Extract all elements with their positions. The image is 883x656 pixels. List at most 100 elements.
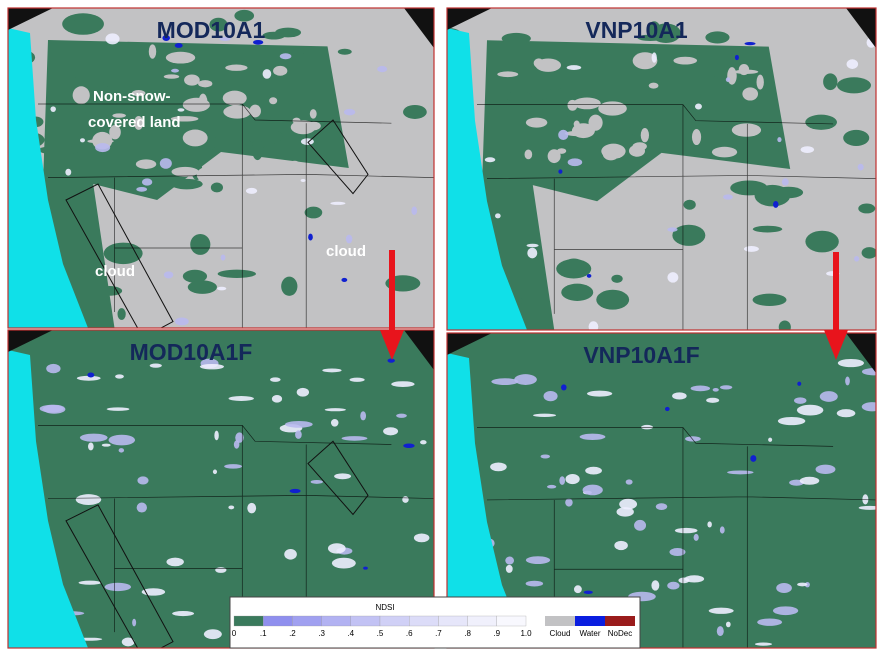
snow xyxy=(104,582,132,592)
water xyxy=(174,43,183,48)
cloud xyxy=(648,82,659,89)
snow xyxy=(343,108,356,116)
snow xyxy=(776,583,792,594)
snow xyxy=(858,505,876,510)
annotation: cloud xyxy=(326,243,366,260)
snow xyxy=(708,607,734,614)
snow xyxy=(284,548,297,560)
cloud xyxy=(524,149,533,160)
panel-title: MOD10A1 xyxy=(157,17,266,43)
legend-swatch xyxy=(545,616,575,626)
legend-tick-label: .7 xyxy=(435,629,442,638)
cloud xyxy=(148,44,157,59)
snow xyxy=(846,59,859,69)
snow xyxy=(174,317,189,326)
cloud xyxy=(598,101,627,116)
snow xyxy=(177,108,185,112)
snow xyxy=(566,65,582,70)
land xyxy=(152,109,164,131)
colorbar-segment xyxy=(350,615,381,627)
snow xyxy=(819,391,838,402)
snow xyxy=(132,618,137,627)
land xyxy=(778,320,791,330)
legend-tick-label: 1.0 xyxy=(520,629,532,638)
no-data xyxy=(846,8,876,48)
snow xyxy=(836,409,856,418)
water xyxy=(403,443,415,449)
snow xyxy=(800,146,815,153)
water xyxy=(583,590,593,595)
legend-tick-label: .1 xyxy=(260,629,267,638)
snow xyxy=(525,580,544,587)
water xyxy=(387,358,395,363)
cloud xyxy=(533,58,544,68)
land xyxy=(304,206,323,219)
snow xyxy=(794,397,807,404)
snow xyxy=(565,474,580,485)
snow xyxy=(614,540,628,551)
snow xyxy=(101,443,111,447)
cloud xyxy=(691,129,702,146)
land xyxy=(262,31,286,40)
snow xyxy=(345,234,353,244)
panel-title: VNP10A1F xyxy=(583,342,699,368)
snow xyxy=(295,430,302,439)
cloud xyxy=(602,147,619,161)
snow xyxy=(166,557,184,567)
snow xyxy=(228,396,254,401)
annotation: Non-snow- xyxy=(93,88,170,105)
panel-title: VNP10A1 xyxy=(585,17,687,43)
snow xyxy=(757,618,783,626)
land xyxy=(38,40,349,328)
snow xyxy=(95,143,111,153)
snow xyxy=(136,502,147,513)
legend-tick-label: .6 xyxy=(406,629,413,638)
water xyxy=(341,277,348,283)
snow xyxy=(543,391,558,402)
state-border xyxy=(38,425,434,648)
cloud xyxy=(196,166,218,183)
map-panel xyxy=(8,8,434,328)
cloud xyxy=(734,69,759,74)
state-border xyxy=(38,103,434,328)
snow xyxy=(228,505,235,510)
land xyxy=(561,283,594,301)
panel-title: MOD10A1F xyxy=(130,339,253,365)
colorbar-segment xyxy=(233,615,264,627)
snow xyxy=(546,484,557,489)
land xyxy=(62,13,104,35)
snow xyxy=(136,186,148,192)
legend-class-label: Cloud xyxy=(550,629,571,638)
snow xyxy=(141,588,166,596)
cloud xyxy=(742,87,759,101)
land xyxy=(596,289,630,310)
colorbar-segment xyxy=(409,615,439,627)
snow xyxy=(171,68,179,73)
cloud xyxy=(673,56,698,65)
colorbar-segment xyxy=(292,615,322,627)
snow xyxy=(743,246,759,252)
land xyxy=(709,61,747,80)
cloud xyxy=(287,160,303,178)
land xyxy=(705,31,730,44)
cloud xyxy=(640,128,650,143)
legend-tick-label: .4 xyxy=(347,629,354,638)
snow xyxy=(203,629,222,640)
water xyxy=(162,35,171,41)
water xyxy=(750,455,757,462)
cloud xyxy=(182,129,208,147)
cloud xyxy=(628,144,646,157)
snow xyxy=(327,543,346,554)
ocean xyxy=(447,28,527,330)
snow xyxy=(672,392,687,400)
colorbar-segment xyxy=(321,615,351,627)
land xyxy=(207,131,216,150)
snow xyxy=(80,138,85,143)
cloud xyxy=(567,99,578,111)
land xyxy=(53,75,79,84)
snow xyxy=(50,106,56,112)
state-border xyxy=(477,427,876,648)
land xyxy=(547,81,562,91)
study-box xyxy=(307,440,369,516)
snow xyxy=(285,420,313,428)
